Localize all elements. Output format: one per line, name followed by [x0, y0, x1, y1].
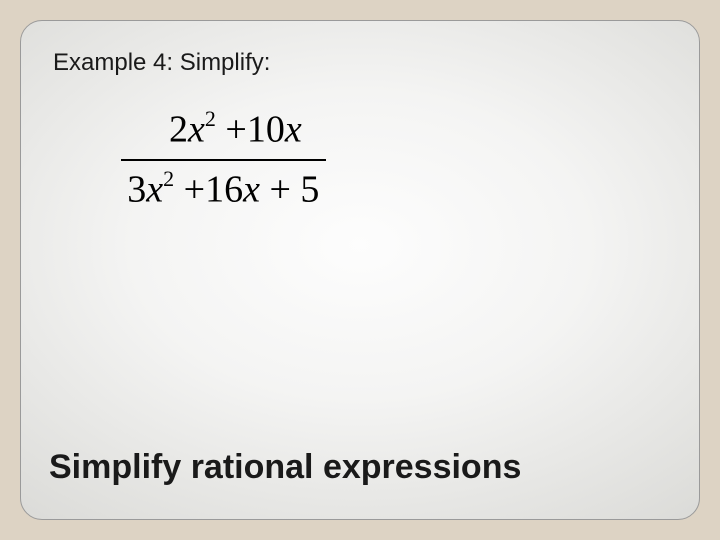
slide-title: Simplify rational expressions: [49, 448, 521, 487]
slide-card: Example 4: Simplify: 2x2 +10x 3x2 +16x +…: [20, 20, 700, 520]
fraction-bar: [121, 159, 326, 161]
num-var2: x: [285, 109, 302, 151]
fraction-numerator: 2x2 +10x: [121, 109, 326, 157]
num-var1: x: [188, 109, 205, 151]
num-coef1: 2: [169, 109, 188, 151]
den-exp1: 2: [163, 166, 174, 191]
rational-expression: 2x2 +10x 3x2 +16x + 5: [121, 109, 326, 212]
fraction-denominator: 3x2 +16x + 5: [121, 163, 326, 211]
num-coef2: 10: [247, 109, 285, 151]
den-op2: +: [269, 169, 290, 211]
example-label: Example 4: Simplify:: [53, 49, 671, 77]
den-var1: x: [146, 169, 163, 211]
den-var2: x: [243, 169, 260, 211]
den-coef2: 16: [205, 169, 243, 211]
num-exp1: 2: [205, 106, 216, 131]
num-op1: +: [225, 109, 246, 151]
den-op1: +: [184, 169, 205, 211]
den-const: 5: [300, 169, 319, 211]
den-coef1: 3: [127, 169, 146, 211]
